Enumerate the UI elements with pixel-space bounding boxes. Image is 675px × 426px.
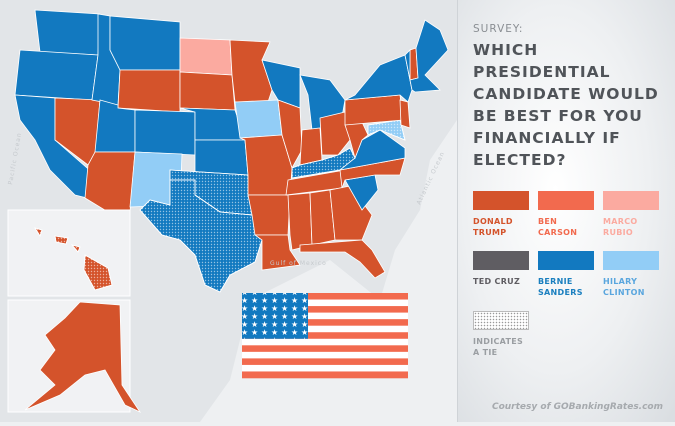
flag-stripe (242, 325, 408, 333)
legend-item-tie: INDICATES A TIE (473, 311, 529, 358)
legend-item-sanders: BERNIE SANDERS (538, 251, 594, 298)
map-svg: ★ Gulf of Mexico Atlantic Ocean Pacific … (0, 0, 457, 422)
legend-item-rubio: MARCO RUBIO (603, 191, 659, 238)
flag-stripe (242, 338, 408, 346)
legend-label: TED CRUZ (473, 277, 521, 286)
legend-item-carson: BEN CARSON (538, 191, 594, 238)
legend-label: BEN CARSON (538, 217, 578, 237)
state-ar (247, 194, 291, 236)
us-flag (242, 293, 408, 379)
legend-label: HILARY CLINTON (603, 277, 645, 297)
state-ga (329, 185, 373, 241)
tie-overlay-tx (139, 179, 263, 293)
state-nj (399, 99, 411, 129)
state-ms (287, 192, 313, 251)
state-ia (234, 99, 283, 139)
legend-panel: SURVEY: WHICH PRESIDENTIAL CANDIDATE WOU… (457, 0, 675, 422)
flag-stripe (242, 312, 408, 320)
state-co (134, 109, 196, 156)
flag-stripe (242, 364, 408, 372)
legend-item-cruz: TED CRUZ (473, 251, 529, 287)
tie-overlay-hi (34, 227, 43, 237)
flag-stripe (242, 332, 408, 340)
flag-stripe (242, 351, 408, 359)
us-map: ★ Gulf of Mexico Atlantic Ocean Pacific … (0, 0, 457, 422)
survey-question: WHICH PRESIDENTIAL CANDIDATE WOULD BE BE… (473, 41, 659, 169)
tie-overlay-hi (70, 244, 81, 253)
state-ne_eng (404, 19, 449, 93)
state-mn (229, 39, 273, 103)
state-mt (109, 15, 181, 71)
legend-swatch (538, 251, 594, 270)
flag-stars (242, 293, 308, 339)
legend-swatch (603, 191, 659, 210)
tie-overlay-hi (54, 235, 69, 245)
legend-swatch (538, 191, 594, 210)
credit: Courtesy of GOBankingRates.com (491, 402, 663, 412)
flag-stripe (242, 319, 408, 326)
flag-stripe (242, 345, 408, 353)
state-or (14, 49, 99, 101)
legend-swatch (473, 311, 529, 330)
states-layer (14, 9, 449, 293)
gulf-label: Gulf of Mexico (270, 260, 327, 267)
state-in (299, 127, 323, 166)
flag-stripe (242, 371, 408, 379)
state-ny (344, 54, 413, 103)
state-wy (117, 69, 181, 113)
flag-stripe (242, 358, 408, 366)
state-il (277, 99, 303, 170)
tie-overlay-hi (83, 254, 113, 291)
flag-stripe (242, 299, 408, 307)
state-ks (194, 139, 249, 176)
legend-label: INDICATES A TIE (473, 337, 524, 357)
state-mo (239, 134, 293, 196)
legend-label: DONALD TRUMP (473, 217, 513, 237)
legend-swatch (473, 191, 529, 210)
flag-stripe (242, 306, 408, 313)
legend-swatch (603, 251, 659, 270)
survey-kicker: SURVEY: (473, 23, 524, 35)
flag-stripe (242, 293, 408, 300)
state-nd (179, 37, 233, 76)
alaska-state (24, 301, 142, 413)
tie-overlay-ky (291, 147, 356, 179)
hawaii-state (34, 227, 113, 291)
legend-item-trump: DONALD TRUMP (473, 191, 529, 238)
state-az (84, 151, 136, 213)
legend-label: BERNIE SANDERS (538, 277, 583, 297)
state-la (253, 234, 301, 271)
legend-item-clinton: HILARY CLINTON (603, 251, 659, 298)
legend-label: MARCO RUBIO (603, 217, 638, 237)
state-sd (179, 71, 236, 111)
state-wa (34, 9, 101, 56)
state-fl (299, 239, 386, 279)
legend-swatch (473, 251, 529, 270)
state-oh (319, 111, 351, 156)
